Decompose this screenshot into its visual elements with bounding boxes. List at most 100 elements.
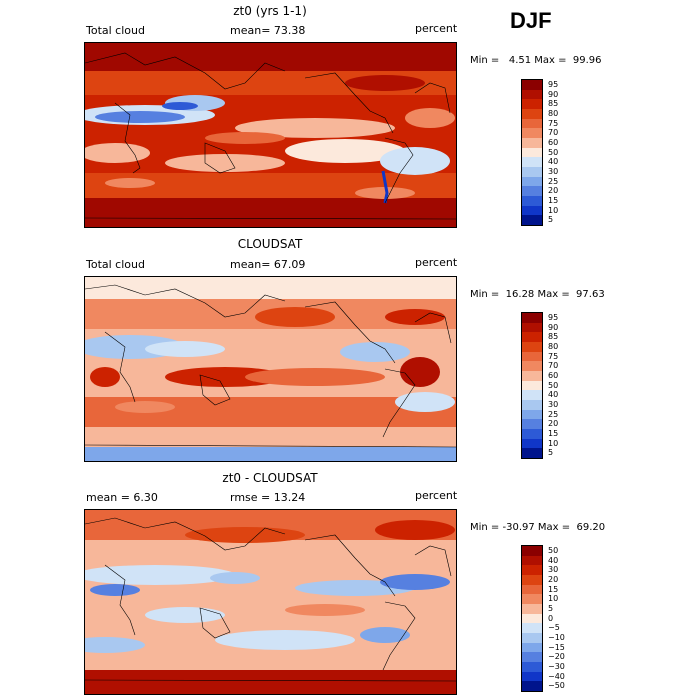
panel-diff-minmax: Min = -30.97 Max = 69.20 [470,522,606,533]
colorbar-tick-label: 70 [548,361,559,371]
colorbar-tick-label: 50 [548,380,559,390]
colorbar-tick-label: −20 [548,652,565,662]
colorbar-tick-label: 90 [548,89,559,99]
diff-cloud-field [85,510,456,694]
colorbar-swatch [522,652,542,662]
colorbar-tick-label: 60 [548,137,559,147]
colorbar-swatch [522,574,542,585]
colorbar-swatch [522,128,542,138]
panel-obs-variable: Total cloud [86,258,145,271]
colorbar-tick-label: −40 [548,671,565,681]
colorbar-tick-label: 80 [548,341,559,351]
colorbar-swatch [522,546,542,556]
colorbar-swatch [522,661,542,672]
colorbar-tick-label: 75 [548,118,559,128]
panel-diff-rmse: rmse = 13.24 [230,491,306,504]
colorbar-tick-label: −50 [548,681,565,691]
panel-obs-title: CLOUDSAT [237,237,303,251]
colorbar-tick-label: 40 [548,555,559,565]
colorbar-swatch [522,681,542,691]
colorbar-tick-label: 20 [548,419,559,429]
colorbar-swatch [522,215,542,225]
colorbar-tick-label: 30 [548,565,559,575]
panel-diff-map [84,509,457,695]
colorbar-tick-label: 0 [548,613,554,623]
panel-diff-colorbar [521,545,543,692]
colorbar-tick-label: −15 [548,642,565,652]
colorbar-tick-label: 5 [548,603,554,613]
colorbar-tick-label: 30 [548,399,559,409]
colorbar-swatch [522,370,542,381]
colorbar-swatch [522,108,542,119]
colorbar-tick-label: −30 [548,661,565,671]
colorbar-swatch [522,176,542,187]
colorbar-tick-label: −10 [548,632,565,642]
colorbar-tick-label: 10 [548,438,559,448]
colorbar-tick-label: 25 [548,176,559,186]
panel-model-title: zt0 (yrs 1-1) [233,4,307,18]
colorbar-tick-label: −5 [548,623,560,633]
panel-model-units: percent [415,22,458,35]
colorbar-swatch [522,322,542,333]
colorbar-swatch [522,565,542,575]
panel-diff-title: zt0 - CLOUDSAT [222,471,318,485]
obs-cloud-field [85,277,456,461]
colorbar-swatch [522,613,542,624]
colorbar-tick-label: 75 [548,351,559,361]
colorbar-tick-label: 70 [548,128,559,138]
panel-model-minmax: Min = 4.51 Max = 99.96 [470,55,602,66]
colorbar-tick-label: 60 [548,370,559,380]
colorbar-tick-label: 80 [548,108,559,118]
colorbar-tick-label: 85 [548,332,559,342]
season-label: DJF [510,8,552,33]
colorbar-swatch [522,632,542,643]
colorbar-swatch [522,99,542,109]
panel-model-mean: mean= 73.38 [230,24,306,37]
colorbar-swatch [522,361,542,371]
panel-obs-map [84,276,457,462]
colorbar-tick-label: 20 [548,186,559,196]
panel-obs-mean: mean= 67.09 [230,258,306,271]
colorbar-tick-label: 5 [548,215,554,225]
colorbar-tick-label: 50 [548,545,559,555]
colorbar-tick-label: 10 [548,594,559,604]
colorbar-tick-label: 85 [548,99,559,109]
colorbar-swatch [522,137,542,148]
colorbar-swatch [522,341,542,352]
model-cloud-field [85,43,456,227]
colorbar-swatch [522,89,542,100]
colorbar-tick-label: 30 [548,166,559,176]
colorbar-tick-label: 20 [548,574,559,584]
colorbar-tick-label: 95 [548,312,559,322]
colorbar-swatch [522,409,542,420]
panel-model-colorbar [521,79,543,226]
colorbar-swatch [522,118,542,129]
colorbar-swatch [522,313,542,323]
colorbar-tick-label: 90 [548,322,559,332]
colorbar-tick-label: 15 [548,195,559,205]
colorbar-swatch [522,603,542,614]
colorbar-tick-label: 50 [548,147,559,157]
colorbar-swatch [522,195,542,206]
panel-model-variable: Total cloud [86,24,145,37]
colorbar-tick-label: 15 [548,584,559,594]
colorbar-swatch [522,166,542,177]
colorbar-swatch [522,671,542,682]
colorbar-tick-label: 25 [548,409,559,419]
colorbar-swatch [522,594,542,604]
colorbar-tick-label: 95 [548,79,559,89]
colorbar-tick-label: 40 [548,157,559,167]
colorbar-swatch [522,623,542,633]
colorbar-tick-label: 10 [548,205,559,215]
colorbar-tick-label: 5 [548,448,554,458]
colorbar-swatch [522,555,542,566]
colorbar-swatch [522,448,542,458]
panel-diff-units: percent [415,489,458,502]
colorbar-tick-label: 15 [548,428,559,438]
colorbar-swatch [522,80,542,90]
colorbar-swatch [522,380,542,391]
colorbar-swatch [522,642,542,653]
colorbar-swatch [522,428,542,439]
colorbar-swatch [522,205,542,216]
colorbar-swatch [522,584,542,595]
